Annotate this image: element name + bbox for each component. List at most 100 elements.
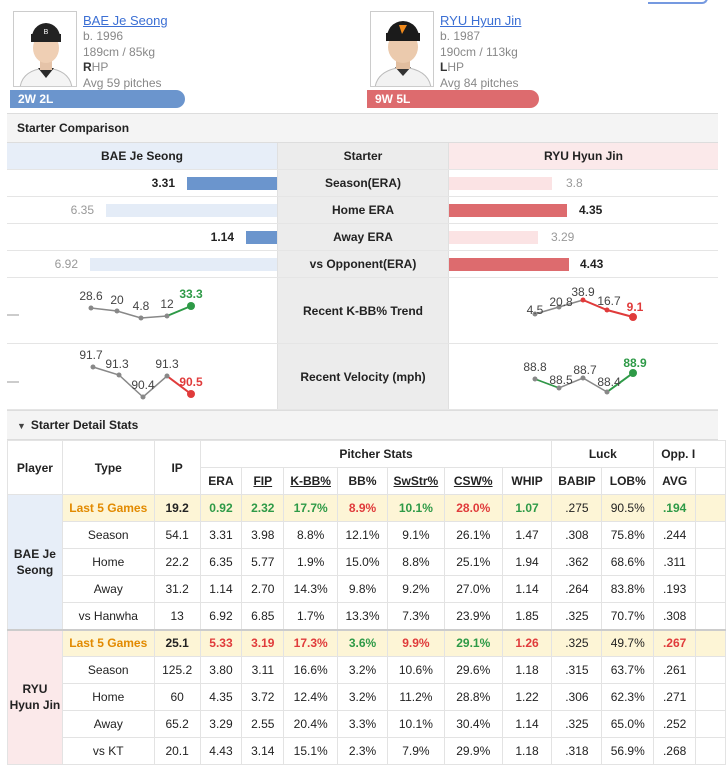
- comparison-row-home-era: 6.35 Home ERA 4.35: [7, 197, 718, 224]
- trend-label-last: 88.9: [623, 356, 647, 370]
- player-name-ryu[interactable]: RYU Hyun Jin: [440, 13, 522, 28]
- col-babip[interactable]: BABIP: [551, 467, 603, 495]
- col-csw[interactable]: CSW%: [443, 467, 503, 495]
- table-row: vs KT 20.1 4.43 3.14 15.1% 2.3% 7.9% 29.…: [8, 737, 726, 765]
- hand-letter: R: [83, 60, 92, 74]
- trend-line-last: [166, 305, 192, 317]
- trend-label: 88.7: [573, 363, 597, 377]
- table-row: RYU Hyun Jin Last 5 Games 25.1 5.33 3.19…: [7, 628, 726, 765]
- player-born-ryu: b. 1987: [440, 29, 481, 43]
- cmp-label: Home ERA: [277, 197, 449, 223]
- col-lob[interactable]: LOB%: [601, 467, 655, 495]
- hand-rest: HP: [447, 60, 465, 74]
- header-type: Type: [61, 440, 155, 495]
- cell: 3.19: [241, 628, 285, 657]
- trend-label: 91.3: [105, 357, 129, 371]
- cell: 54.1: [153, 521, 201, 549]
- row-type: Season: [61, 656, 155, 684]
- row-type: vs KT: [61, 737, 155, 765]
- col-avg[interactable]: AVG: [653, 467, 697, 495]
- cell: 26.1%: [443, 521, 503, 549]
- trend-label: 88.4: [597, 375, 621, 389]
- col-era[interactable]: ERA: [199, 467, 243, 495]
- row-type: Home: [61, 683, 155, 711]
- cmp-value-bae: 3.31: [151, 176, 175, 190]
- hand-letter: L: [440, 60, 448, 74]
- cell: 1.47: [501, 521, 553, 549]
- row-type: Home: [61, 548, 155, 576]
- cell-overflow: [695, 521, 726, 549]
- cell: .267: [653, 628, 697, 657]
- cell: 29.1%: [443, 628, 503, 657]
- trend-label-last: 90.5: [179, 375, 203, 389]
- trend-point-last: [187, 302, 195, 310]
- cell: .244: [653, 521, 697, 549]
- cell: 63.7%: [601, 656, 655, 684]
- cell: 13: [153, 602, 201, 630]
- cell: 22.2: [153, 548, 201, 576]
- header-ip: IP: [153, 440, 201, 495]
- cmp-left-cell: 6.35: [7, 197, 277, 223]
- kbb-trend-chart-bae: 28.6 20 4.8 12 33.3: [7, 287, 203, 321]
- cell: 5.33: [199, 628, 243, 657]
- comparison-row-season-era: 3.31 Season(ERA) 3.8: [7, 170, 718, 197]
- cmp-right-cell: 4.43: [449, 251, 718, 277]
- comparison-row-kbb-trend: 28.6 20 4.8 12 33.3 Recent K-BB% Trend 4…: [7, 278, 718, 344]
- cell-overflow: [695, 656, 726, 684]
- record-bar-ryu: 9W 5L: [367, 90, 539, 108]
- trend-point: [556, 304, 562, 310]
- cell: 6.85: [241, 602, 285, 630]
- trend-point: [140, 394, 146, 400]
- player-hand-bae: RHP: [83, 60, 263, 76]
- cell: 62.3%: [601, 683, 655, 711]
- header-player: Player: [7, 440, 63, 495]
- trend-point: [114, 308, 120, 314]
- cell: .311: [653, 548, 697, 576]
- player-card-bae: B BAE Je Seong b. 1996 189cm / 85kg RHP …: [10, 8, 190, 108]
- cell-overflow: [695, 602, 726, 630]
- comparison-header-row: BAE Je Seong Starter RYU Hyun Jin: [7, 143, 718, 170]
- cmp-right-cell: 3.29: [449, 224, 718, 250]
- cell: 2.70: [241, 575, 285, 603]
- starter-comparison-table: BAE Je Seong Starter RYU Hyun Jin 3.31 S…: [7, 143, 718, 410]
- col-swstr[interactable]: SwStr%: [386, 467, 445, 495]
- col-whip[interactable]: WHIP: [501, 467, 553, 495]
- cell: 75.8%: [601, 521, 655, 549]
- cell: 1.18: [501, 737, 553, 765]
- cmp-value-ryu: 3.8: [566, 176, 583, 190]
- cell: 2.32: [241, 494, 285, 522]
- cmp-right-cell: 88.8 88.5 88.7 88.4 88.9: [449, 344, 718, 409]
- cell: 0.92: [199, 494, 243, 522]
- cell: 7.9%: [386, 737, 445, 765]
- cell: .193: [653, 575, 697, 603]
- cell: 3.2%: [337, 683, 388, 711]
- player-name-bae[interactable]: BAE Je Seong: [83, 13, 168, 28]
- cell: 3.29: [199, 710, 243, 738]
- cell-overflow: [695, 575, 726, 603]
- table-row: Season 125.2 3.80 3.11 16.6% 3.2% 10.6% …: [8, 656, 726, 684]
- cell: .194: [653, 494, 697, 522]
- table-row: vs Hanwha 13 6.92 6.85 1.7% 13.3% 7.3% 2…: [8, 602, 726, 630]
- cmp-right-cell: 4.5 20.8 38.9 16.7 9.1: [449, 278, 718, 343]
- cell: 9.2%: [386, 575, 445, 603]
- cell: 5.77: [241, 548, 285, 576]
- col-overflow: [695, 467, 726, 495]
- cell: 6.92: [199, 602, 243, 630]
- table-row: Home 60 4.35 3.72 12.4% 3.2% 11.2% 28.8%…: [8, 683, 726, 711]
- player-photo-bae: B: [13, 11, 77, 87]
- cell-overflow: [695, 710, 726, 738]
- cell: 12.1%: [337, 521, 388, 549]
- cmp-value-bae: 1.14: [210, 230, 234, 244]
- col-fip[interactable]: FIP: [241, 467, 285, 495]
- cmp-bar-ryu: [449, 204, 567, 217]
- trend-point: [556, 385, 562, 391]
- cell: 23.9%: [443, 602, 503, 630]
- starter-detail-stats-toggle[interactable]: ▼ Starter Detail Stats: [7, 410, 718, 440]
- cell: 8.9%: [337, 494, 388, 522]
- cell: .325: [551, 710, 603, 738]
- col-kbb[interactable]: K-BB%: [283, 467, 339, 495]
- cell: 70.7%: [601, 602, 655, 630]
- table-row: BAE Je Seong Last 5 Games 19.2 0.92 2.32…: [7, 494, 726, 630]
- cell: 1.94: [501, 548, 553, 576]
- col-bb[interactable]: BB%: [337, 467, 388, 495]
